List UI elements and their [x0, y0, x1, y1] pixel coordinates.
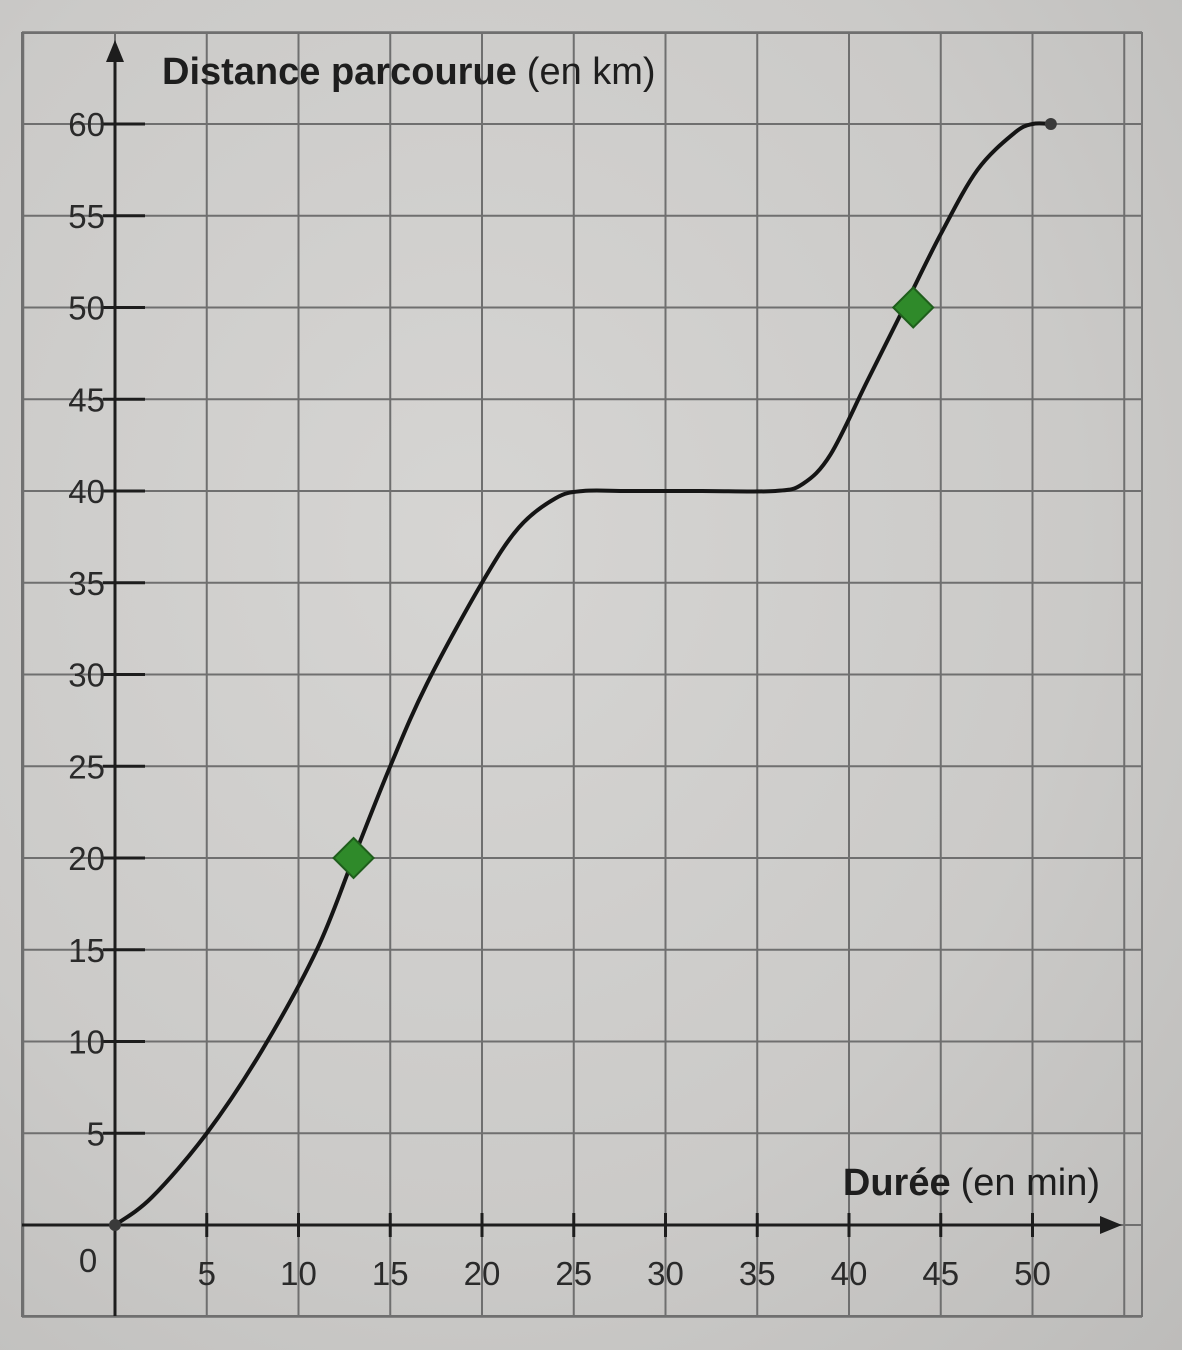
y-tick-label: 45 [68, 381, 105, 418]
diamond-marker [332, 836, 375, 880]
origin-label: 0 [79, 1242, 97, 1279]
y-tick-label: 35 [68, 565, 105, 602]
y-tick-label: 15 [68, 932, 105, 969]
y-tick-label: 50 [68, 290, 105, 327]
x-axis-arrow [1100, 1216, 1122, 1234]
x-tick-label: 40 [831, 1255, 868, 1292]
x-axis-title-main: Durée [843, 1162, 951, 1204]
x-axis-title: Durée (en min) [843, 1162, 1100, 1204]
y-tick-label: 10 [68, 1024, 105, 1061]
y-tick-label: 60 [68, 106, 105, 143]
x-tick-label: 50 [1014, 1255, 1051, 1292]
y-tick-label: 20 [68, 840, 105, 877]
x-tick-label: 30 [647, 1255, 684, 1292]
labels: Distance parcourue (en km) Durée (en min) 0 [79, 51, 1100, 1279]
y-axis-title-main: Distance parcourue [162, 51, 517, 93]
x-tick-label: 20 [464, 1255, 501, 1292]
curve-endpoint [1044, 118, 1057, 130]
x-tick-label: 10 [280, 1255, 317, 1292]
y-axis-arrow [106, 40, 124, 62]
axes [22, 40, 1122, 1316]
y-tick-label: 40 [68, 473, 105, 510]
diamond-marker [891, 286, 935, 329]
grid [21, 31, 1143, 1318]
x-axis-title-unit: (en min) [961, 1162, 1100, 1204]
x-tick-label: 45 [922, 1255, 959, 1292]
plot-area [109, 118, 1057, 1231]
y-tick-label: 55 [68, 198, 105, 235]
ticks: 5 10 15 20 25 30 35 40 45 50 5 10 15 20 25 30 35 40 45 50 55… [68, 106, 1051, 1292]
curve-endpoint [109, 1219, 121, 1231]
x-tick-label: 5 [198, 1255, 216, 1292]
x-tick-label: 35 [739, 1255, 776, 1292]
x-tick-label: 15 [372, 1255, 409, 1292]
distance-curve [113, 121, 1053, 1227]
y-axis-title: Distance parcourue (en km) [162, 51, 656, 93]
grid-border [21, 32, 1143, 1317]
y-axis-title-unit: (en km) [527, 51, 656, 93]
y-tick-label: 30 [68, 657, 105, 694]
x-tick-label: 25 [555, 1255, 592, 1292]
y-tick-label: 25 [68, 748, 105, 785]
y-tick-label: 5 [87, 1115, 105, 1152]
